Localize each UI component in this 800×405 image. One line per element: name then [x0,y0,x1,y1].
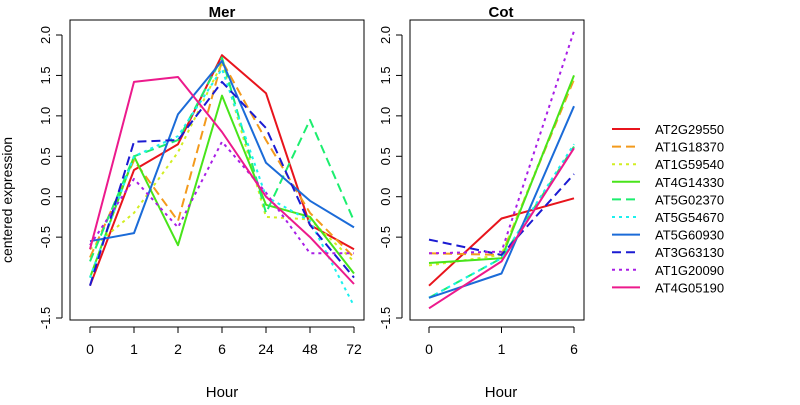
x-tick-label: 24 [258,341,274,357]
series-line-at5g02370 [428,146,575,299]
x-tick-label: 1 [130,341,138,357]
legend-label: AT4G14330 [655,175,724,190]
series-line-at5g54670 [89,68,355,307]
x-axis-label-cot: Hour [485,384,518,400]
panel-mer: -1.5 -0.5 0.0 0.5 1.0 1.5 2.0 0 1 2 6 24 48 72 [38,19,365,357]
x-tick-label: 6 [570,341,578,357]
x-axis-label-mer: Hour [206,384,239,400]
y-tick-label: 1.0 [378,107,393,125]
series-line-at3g63130 [89,80,355,286]
legend-label: AT1G20090 [655,263,724,278]
x-tick-label: 48 [302,341,318,357]
y-tick-label: -1.5 [378,307,393,329]
series-line-at5g02370 [89,56,355,262]
series-line-at4g05190 [428,147,575,310]
y-tick-label: 1.5 [38,66,53,84]
legend-label: AT5G54670 [655,210,724,225]
x-tick-label: 72 [346,341,362,357]
series-line-at1g20090 [89,140,354,255]
panel-cot: -1.5 -0.5 0.0 0.5 1.0 1.5 2.0 0 1 6 [378,19,585,357]
y-tick-label: 0.0 [378,188,393,206]
legend-label: AT5G60930 [655,228,724,243]
y-axis-label: centered expression [0,137,15,263]
series-line-at1g59540 [428,76,575,267]
panel-title-cot: Cot [489,4,514,21]
series-line-at2g29550 [428,197,575,287]
plot-frame [409,19,585,321]
y-tick-label: 1.0 [38,107,53,125]
legend-label: AT4G05190 [655,280,724,295]
x-tick-label: 6 [218,341,226,357]
y-tick-label: 2.0 [38,26,53,44]
x-tick-label: 2 [174,341,182,357]
y-tick-label: 1.5 [378,66,393,84]
series-line-at1g59540 [89,62,355,263]
y-tick-label: 0.0 [38,188,53,206]
series-line-at4g05190 [89,76,355,285]
legend-label: AT2G29550 [655,122,724,137]
x-tick-label: 0 [86,341,94,357]
series-line-at1g18370 [89,59,355,259]
y-tick-label: 0.5 [378,147,393,165]
panel-title-mer: Mer [209,4,236,21]
legend-label: AT1G59540 [655,157,724,172]
y-tick-label: 2.0 [378,26,393,44]
x-tick-label: 1 [498,341,506,357]
plot-frame [69,19,365,321]
y-tick-label: 0.5 [38,147,53,165]
series-line-at3g63130 [428,173,575,256]
series-line-at4g14330 [428,75,575,264]
y-tick-label: -0.5 [38,226,53,248]
legend: AT2G29550 AT1G18370 AT1G59540 AT4G14330 AT5G… [612,122,724,295]
series-line-at5g60930 [89,59,355,243]
legend-label: AT3G63130 [655,245,724,260]
series-line-at5g60930 [428,105,575,299]
y-tick-label: -0.5 [378,226,393,248]
x-tick-label: 0 [425,341,433,357]
legend-label: AT1G18370 [655,140,724,155]
y-tick-label: -1.5 [38,307,53,329]
series-line-at1g18370 [428,79,575,256]
legend-label: AT5G02370 [655,192,724,207]
series-line-at1g20090 [428,30,575,255]
series-line-at5g54670 [428,143,575,299]
